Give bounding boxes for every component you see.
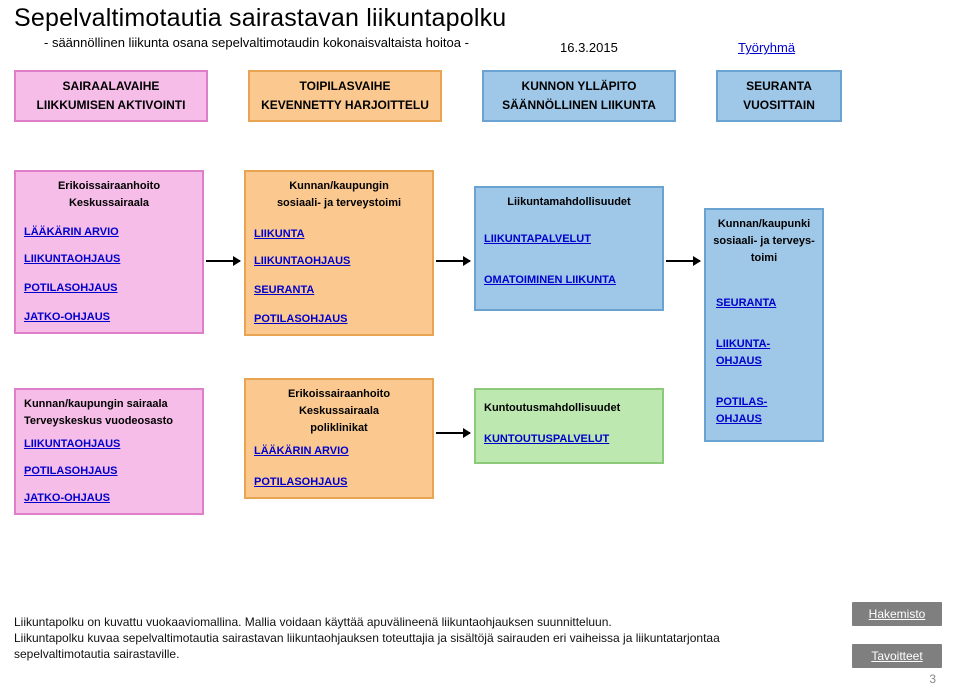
tavoitteet-button[interactable]: Tavoitteet [852,644,942,668]
link-jatko-ohjaus[interactable]: JATKO-OHJAUS [24,309,194,326]
footer-text: Liikuntapolku on kuvattu vuokaaviomallin… [14,614,784,663]
link-laakarin-arvio[interactable]: LÄÄKÄRIN ARVIO [254,443,424,460]
hakemisto-button[interactable]: Hakemisto [852,602,942,626]
link-liikunta[interactable]: LIIKUNTA [254,226,424,243]
box-header: Keskussairaala [24,195,194,212]
link-liikuntaohjaus[interactable]: LIIKUNTAOHJAUS [254,253,424,270]
link-seuranta[interactable]: SEURANTA [710,295,818,312]
phase-row: SAIRAALAVAIHE LIIKKUMISEN AKTIVOINTI TOI… [14,70,842,122]
arrow-icon [206,260,240,262]
phase-title: TOIPILASVAIHE [300,79,391,93]
box-col3: Kunnan/kaupunki sosiaali- ja terveys- to… [704,208,824,442]
arrow-icon [436,432,470,434]
box-header: Terveyskeskus vuodeosasto [24,413,194,430]
phase-box-1: SAIRAALAVAIHE LIIKKUMISEN AKTIVOINTI [14,70,208,122]
link-potilasohjaus[interactable]: POTILASOHJAUS [24,463,194,480]
box-header: Erikoissairaanhoito [24,178,194,195]
phase-sub: SÄÄNNÖLLINEN LIIKUNTA [502,98,656,112]
box-header: toimi [710,250,818,267]
link-laakarin-arvio[interactable]: LÄÄKÄRIN ARVIO [24,224,194,241]
phase-sub: LIIKKUMISEN AKTIVOINTI [37,98,186,112]
link-liikuntaohjaus[interactable]: LIIKUNTAOHJAUS [24,251,194,268]
box-col1a: Kunnan/kaupungin sosiaali- ja terveystoi… [244,170,434,336]
box-header: Kunnan/kaupunki [710,216,818,233]
box-header: Liikuntamahdollisuudet [484,194,654,211]
link-liikuntaohjaus[interactable]: LIIKUNTA- OHJAUS [710,336,818,370]
phase-title: SAIRAALAVAIHE [63,79,160,93]
link-liikuntaohjaus[interactable]: LIIKUNTAOHJAUS [24,436,194,453]
box-col1b: Erikoissairaanhoito Keskussairaala polik… [244,378,434,499]
phase-sub: KEVENNETTY HARJOITTELU [261,98,429,112]
page-subtitle: - säännöllinen liikunta osana sepelvalti… [0,33,960,50]
arrow-icon [436,260,470,262]
box-col2b: Kuntoutusmahdollisuudet KUNTOUTUSPALVELU… [474,388,664,464]
link-seuranta[interactable]: SEURANTA [254,282,424,299]
link-liikuntapalvelut[interactable]: LIIKUNTAPALVELUT [484,231,654,248]
box-col0a: Erikoissairaanhoito Keskussairaala LÄÄKÄ… [14,170,204,334]
phase-title: SEURANTA [746,79,812,93]
phase-box-3: KUNNON YLLÄPITO SÄÄNNÖLLINEN LIIKUNTA [482,70,676,122]
page-date: 16.3.2015 [560,40,618,55]
arrow-icon [666,260,700,262]
box-col2a: Liikuntamahdollisuudet LIIKUNTAPALVELUT … [474,186,664,311]
box-header: poliklinikat [254,420,424,437]
tyoryhma-link[interactable]: Työryhmä [738,40,795,55]
phase-sub: VUOSITTAIN [743,98,815,112]
box-header: Kuntoutusmahdollisuudet [484,400,654,417]
phase-box-2: TOIPILASVAIHE KEVENNETTY HARJOITTELU [248,70,442,122]
phase-title: KUNNON YLLÄPITO [522,79,637,93]
box-header: Kunnan/kaupungin sairaala [24,396,194,413]
link-potilasohjaus[interactable]: POTILAS- OHJAUS [710,394,818,428]
phase-box-4: SEURANTA VUOSITTAIN [716,70,842,122]
box-col0b: Kunnan/kaupungin sairaala Terveyskeskus … [14,388,204,515]
link-jatko-ohjaus[interactable]: JATKO-OHJAUS [24,490,194,507]
box-header: Kunnan/kaupungin [254,178,424,195]
link-omatoiminen-liikunta[interactable]: OMATOIMINEN LIIKUNTA [484,272,654,289]
box-header: Keskussairaala [254,403,424,420]
footer-line-2: Liikuntapolku kuvaa sepelvaltimotautia s… [14,631,720,661]
link-potilasohjaus[interactable]: POTILASOHJAUS [254,311,424,328]
footer-line-1: Liikuntapolku on kuvattu vuokaaviomallin… [14,615,612,629]
page-title: Sepelvaltimotautia sairastavan liikuntap… [0,0,960,33]
link-potilasohjaus[interactable]: POTILASOHJAUS [24,280,194,297]
box-header: sosiaali- ja terveystoimi [254,195,424,212]
link-kuntoutuspalvelut[interactable]: KUNTOUTUSPALVELUT [484,431,654,448]
box-header: Erikoissairaanhoito [254,386,424,403]
box-header: sosiaali- ja terveys- [710,233,818,250]
page-number: 3 [929,672,936,686]
link-potilasohjaus[interactable]: POTILASOHJAUS [254,474,424,491]
